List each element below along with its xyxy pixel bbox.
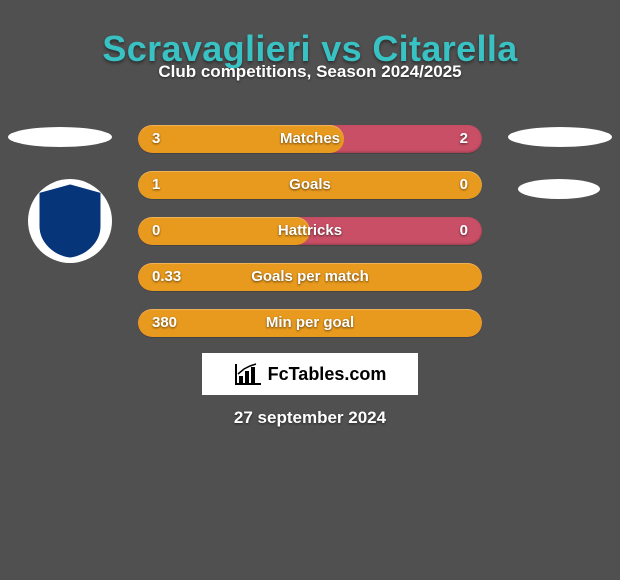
watermark: FcTables.com	[202, 353, 418, 395]
stat-row-fill	[138, 309, 482, 337]
club-badge-left	[28, 179, 112, 263]
watermark-text: FcTables.com	[268, 364, 387, 385]
stat-row-fill	[138, 263, 482, 291]
stat-row-right-value: 0	[460, 171, 468, 199]
club-placeholder-right	[518, 179, 600, 199]
stat-row-right-value: 0	[460, 217, 468, 245]
stat-row-left-value: 1	[152, 171, 160, 199]
stat-row-fill	[138, 125, 344, 153]
bar-chart-icon	[234, 362, 262, 386]
stat-row-fill	[138, 171, 482, 199]
stat-row-left-value: 3	[152, 125, 160, 153]
stat-row: Goals per match0.33	[138, 263, 482, 291]
subtitle: Club competitions, Season 2024/2025	[0, 62, 620, 82]
generation-date: 27 september 2024	[0, 408, 620, 428]
shield-icon	[37, 184, 103, 258]
stat-row-left-value: 380	[152, 309, 177, 337]
stat-rows: Matches32Goals10Hattricks00Goals per mat…	[138, 125, 482, 355]
stat-row: Goals10	[138, 171, 482, 199]
stat-row-left-value: 0.33	[152, 263, 181, 291]
stat-row: Hattricks00	[138, 217, 482, 245]
avatar-placeholder-left	[8, 127, 112, 147]
comparison-card: Scravaglieri vs Citarella Club competiti…	[0, 0, 620, 580]
stat-row-right-value: 2	[460, 125, 468, 153]
stat-row-fill	[138, 217, 310, 245]
stat-row-left-value: 0	[152, 217, 160, 245]
avatar-placeholder-right	[508, 127, 612, 147]
stat-row: Min per goal380	[138, 309, 482, 337]
stat-row: Matches32	[138, 125, 482, 153]
